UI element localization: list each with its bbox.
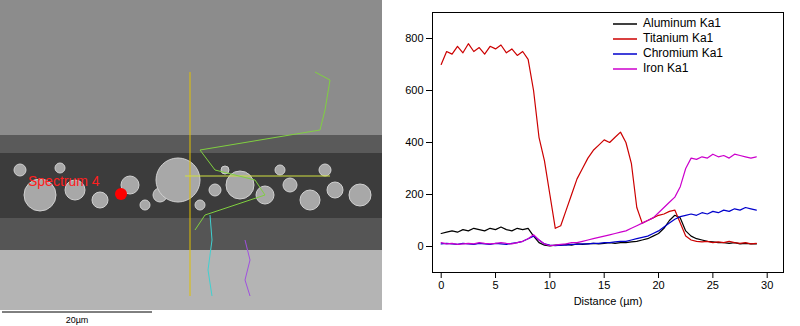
svg-text:0: 0	[438, 279, 444, 291]
svg-text:0: 0	[417, 240, 423, 252]
html-text:Chromium Ka1: Chromium Ka1	[643, 46, 723, 60]
svg-text:25: 25	[707, 279, 719, 291]
svg-text:800: 800	[405, 32, 423, 44]
svg-text:20µm: 20µm	[66, 315, 89, 325]
html-text:Iron Ka1: Iron Ka1	[643, 61, 689, 75]
svg-text:Spectrum 4: Spectrum 4	[28, 173, 100, 189]
svg-text:5: 5	[492, 279, 498, 291]
html-text:Titanium Ka1: Titanium Ka1	[643, 31, 714, 45]
html-text:Aluminum Ka1: Aluminum Ka1	[643, 16, 721, 30]
svg-text:15: 15	[598, 279, 610, 291]
svg-text:600: 600	[405, 84, 423, 96]
svg-text:20: 20	[652, 279, 664, 291]
svg-text:30: 30	[761, 279, 773, 291]
svg-text:400: 400	[405, 136, 423, 148]
svg-text:Distance (µm): Distance (µm)	[574, 295, 643, 307]
svg-text:10: 10	[544, 279, 556, 291]
svg-text:200: 200	[405, 188, 423, 200]
